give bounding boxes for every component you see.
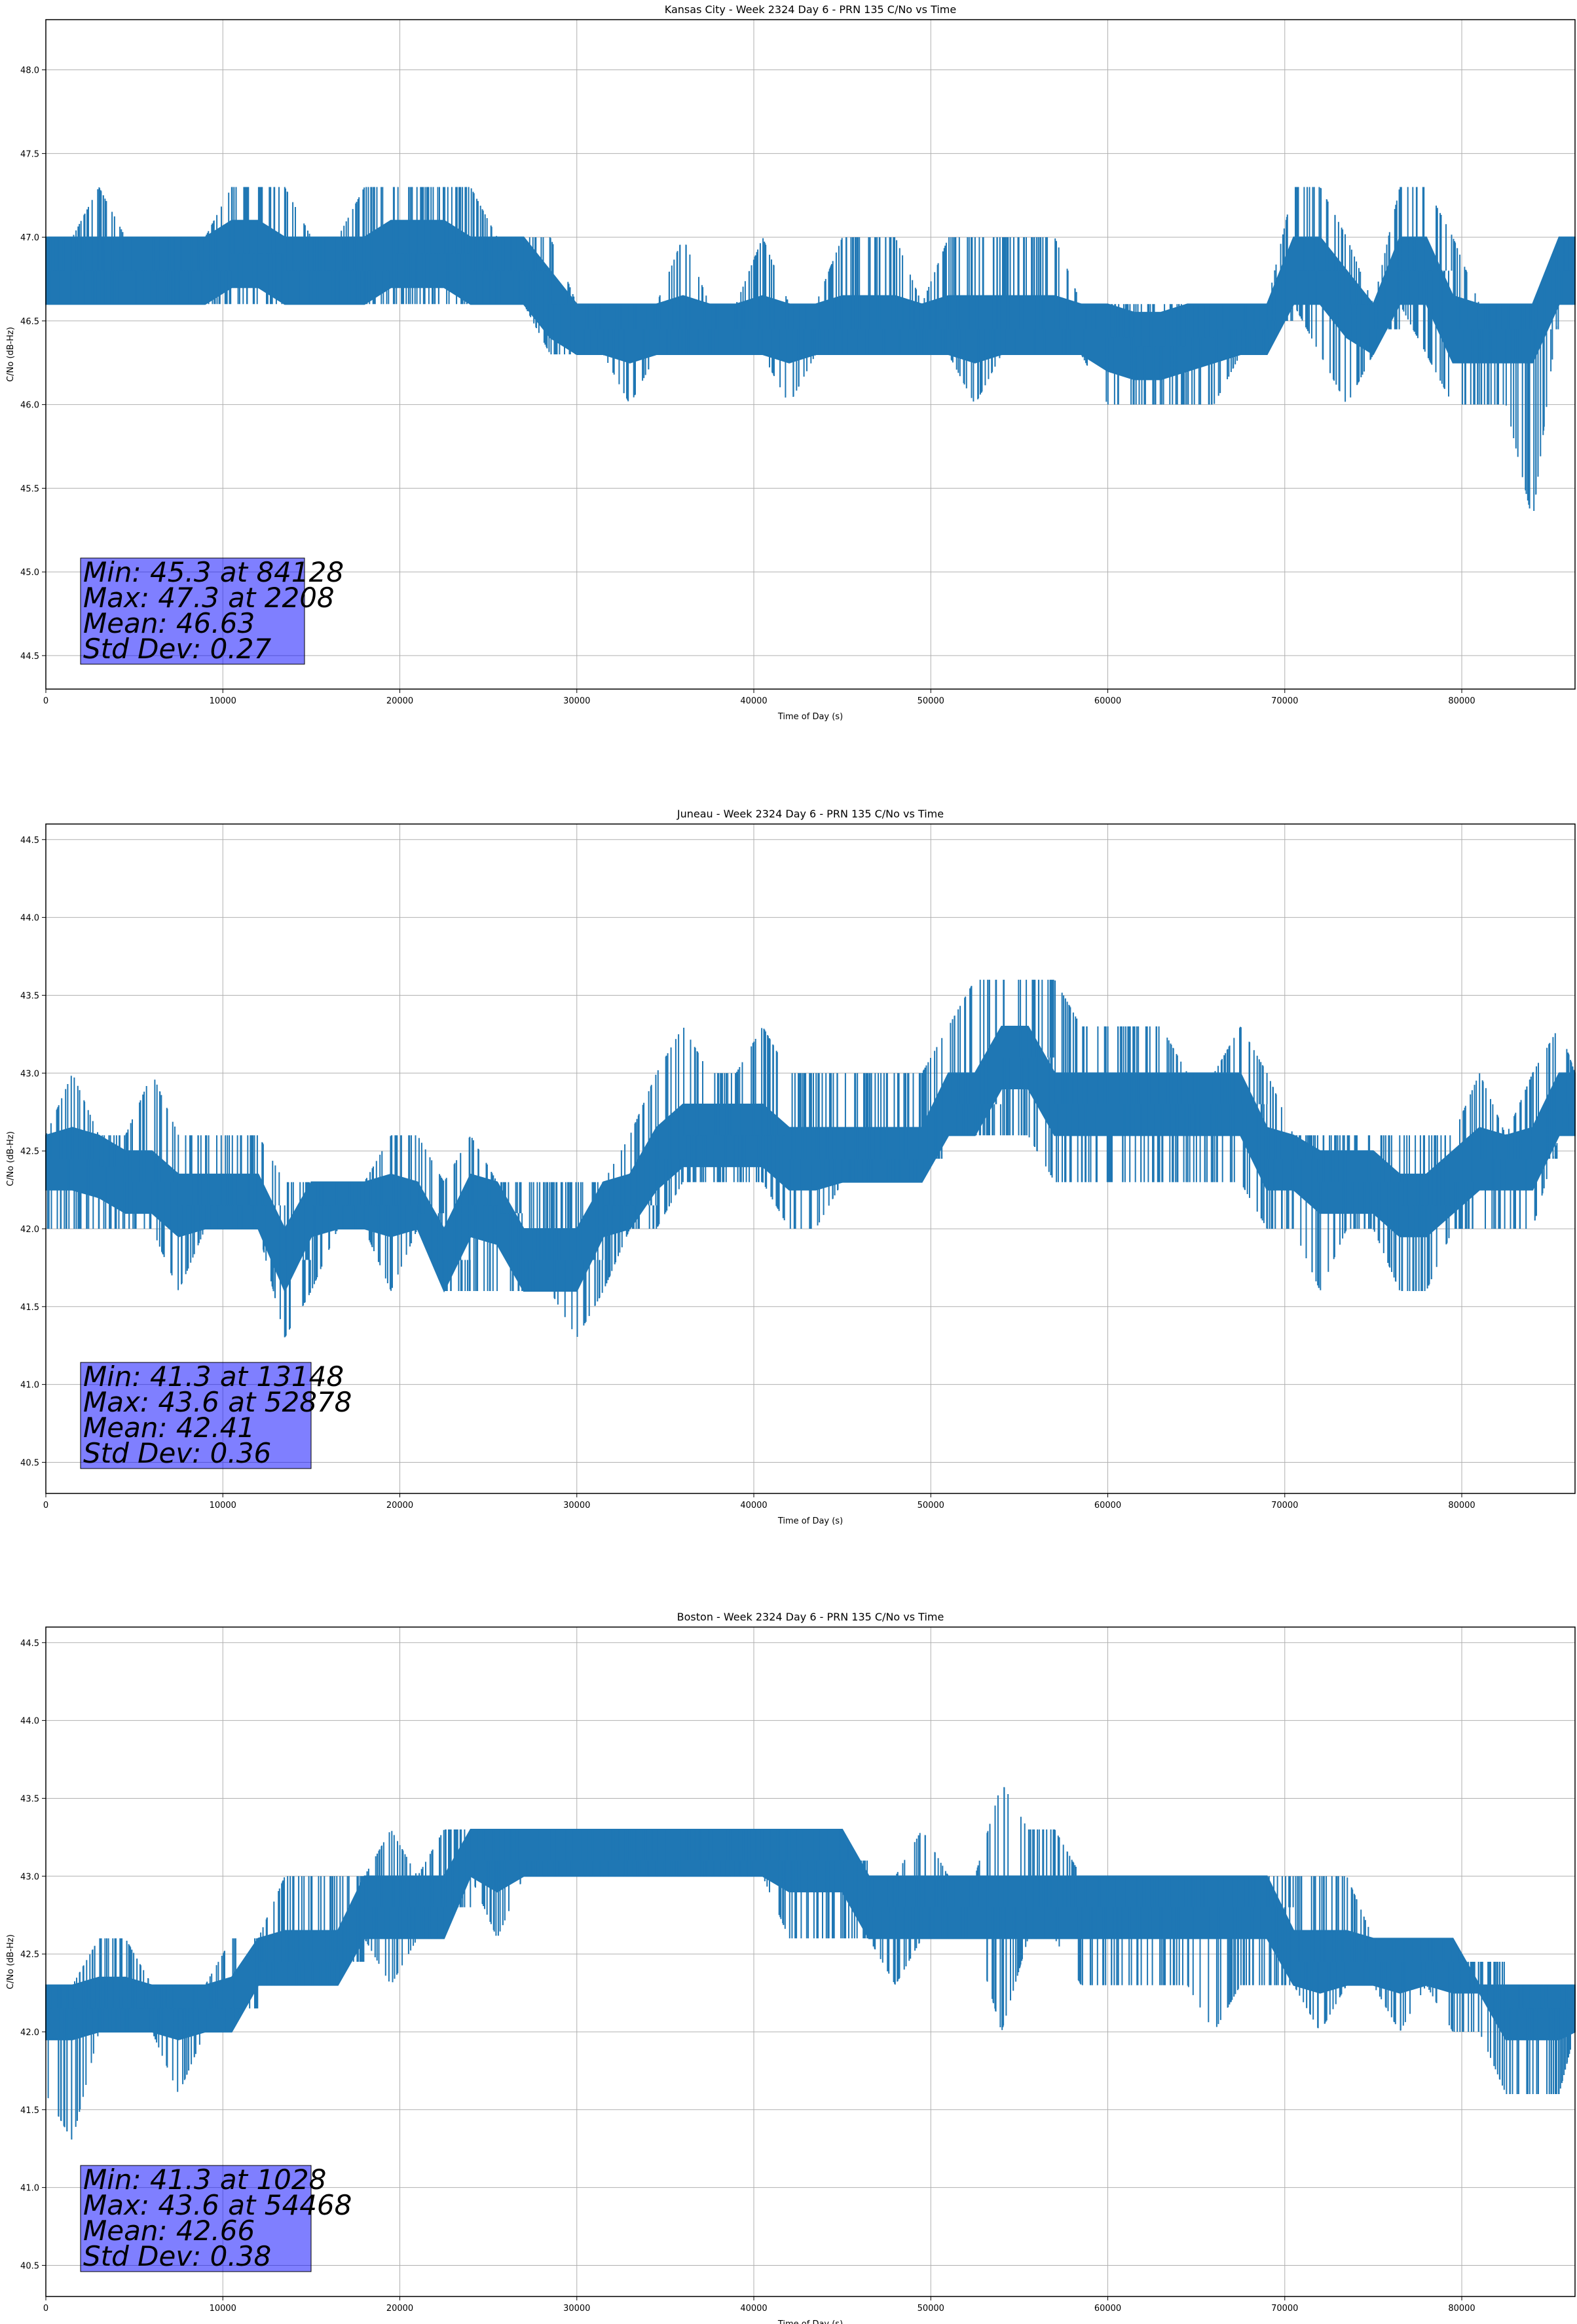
ytick-label-7: 44.0 <box>20 914 39 924</box>
xtick-label-5: 50000 <box>918 2304 944 2314</box>
x-axis-label: Time of Day (s) <box>777 2319 843 2324</box>
xtick-label-6: 60000 <box>1094 2304 1121 2314</box>
ytick-label-6: 47.5 <box>20 149 39 159</box>
xtick-label-4: 40000 <box>740 1501 767 1510</box>
series-band-kansas-city <box>45 187 1576 511</box>
chart-title: Juneau - Week 2324 Day 6 - PRN 135 C/No … <box>677 808 944 820</box>
stats-box <box>80 1362 312 1469</box>
xtick-label-2: 20000 <box>386 1501 413 1510</box>
xtick-label-2: 20000 <box>386 2304 413 2314</box>
ytick-label-3: 42.0 <box>20 1225 39 1235</box>
stats-line-0: Min: 41.3 at 1028 <box>83 2164 326 2196</box>
axes-frame <box>45 823 1576 1494</box>
xtick-label-1: 10000 <box>210 696 236 706</box>
stats-box <box>80 2165 312 2272</box>
ytick-label-3: 46.0 <box>20 401 39 411</box>
stats-line-3: Std Dev: 0.36 <box>83 1437 271 1469</box>
xtick-label-1: 10000 <box>210 2304 236 2314</box>
series-band-juneau <box>45 979 1576 1338</box>
ytick-label-5: 43.0 <box>20 1872 39 1882</box>
xtick-label-0: 0 <box>43 696 48 706</box>
stats-box <box>80 557 305 665</box>
stats-line-2: Mean: 42.66 <box>83 2215 255 2247</box>
axes-frame <box>45 1626 1576 2297</box>
ytick-label-1: 41.0 <box>20 1381 39 1391</box>
xtick-label-0: 0 <box>43 1501 48 1510</box>
stats-line-3: Std Dev: 0.38 <box>83 2240 271 2272</box>
chart-kansas-city: 0 10000 20000 30000 40000 50000 60000 70000 8000… <box>6 3 1576 722</box>
xtick-label-5: 50000 <box>918 1501 944 1510</box>
xtick-label-4: 40000 <box>740 2304 767 2314</box>
band-area <box>45 1828 1576 2040</box>
xtick-label-8: 80000 <box>1448 696 1475 706</box>
xtick-label-6: 60000 <box>1094 1501 1121 1510</box>
ytick-label-3: 42.0 <box>20 2028 39 2038</box>
chart-juneau: 0 10000 20000 30000 40000 50000 60000 70000 8000… <box>6 808 1576 1526</box>
xtick-label-0: 0 <box>43 2304 48 2314</box>
ytick-label-1: 45.0 <box>20 568 39 578</box>
y-axis-label: C/No (dB-Hz) <box>6 327 16 382</box>
ytick-label-0: 44.5 <box>20 652 39 662</box>
ytick-label-5: 47.0 <box>20 233 39 243</box>
ytick-label-4: 42.5 <box>20 1950 39 1960</box>
ytick-label-8: 44.5 <box>20 836 39 846</box>
xtick-label-7: 70000 <box>1271 696 1298 706</box>
ytick-label-2: 41.5 <box>20 1303 39 1313</box>
ytick-label-8: 44.5 <box>20 1639 39 1649</box>
xtick-label-3: 30000 <box>563 696 590 706</box>
stats-line-1: Max: 43.6 at 54468 <box>83 2189 352 2221</box>
ytick-label-4: 42.5 <box>20 1147 39 1157</box>
band-spikes <box>46 1787 1576 2140</box>
xtick-label-1: 10000 <box>210 1501 236 1510</box>
y-axis-label: C/No (dB-Hz) <box>6 1934 16 1989</box>
xtick-label-4: 40000 <box>740 696 767 706</box>
xtick-label-5: 50000 <box>918 696 944 706</box>
xtick-label-7: 70000 <box>1271 1501 1298 1510</box>
stats-line-1: Max: 47.3 at 2208 <box>83 582 335 614</box>
stats-line-0: Min: 45.3 at 84128 <box>83 556 344 588</box>
stats-line-3: Std Dev: 0.27 <box>83 633 271 665</box>
stats-line-0: Min: 41.3 at 13148 <box>83 1360 344 1393</box>
x-axis-label: Time of Day (s) <box>777 1516 843 1526</box>
stats-line-2: Mean: 42.41 <box>83 1412 255 1444</box>
xtick-label-3: 30000 <box>563 1501 590 1510</box>
xtick-label-7: 70000 <box>1271 2304 1298 2314</box>
ytick-label-2: 45.5 <box>20 484 39 494</box>
series-band-boston <box>45 1787 1576 2140</box>
ytick-label-6: 43.5 <box>20 991 39 1001</box>
xtick-label-2: 20000 <box>386 696 413 706</box>
stats-line-1: Max: 43.6 at 52878 <box>83 1386 352 1418</box>
band-spikes <box>47 187 1576 511</box>
ytick-label-0: 40.5 <box>20 2261 39 2271</box>
chart-title: Kansas City - Week 2324 Day 6 - PRN 135 … <box>665 3 956 16</box>
ytick-label-7: 44.0 <box>20 1717 39 1727</box>
ytick-label-4: 46.5 <box>20 317 39 327</box>
ytick-label-0: 40.5 <box>20 1458 39 1468</box>
ytick-label-1: 41.0 <box>20 2184 39 2194</box>
xtick-label-8: 80000 <box>1448 2304 1475 2314</box>
chart-boston: 0 10000 20000 30000 40000 50000 60000 70000 8000… <box>6 1611 1576 2324</box>
xtick-label-6: 60000 <box>1094 696 1121 706</box>
y-axis-label: C/No (dB-Hz) <box>6 1131 16 1186</box>
axes-frame <box>45 19 1576 690</box>
xtick-label-3: 30000 <box>563 2304 590 2314</box>
x-axis-label: Time of Day (s) <box>777 712 843 722</box>
ytick-label-5: 43.0 <box>20 1069 39 1079</box>
chart-title: Boston - Week 2324 Day 6 - PRN 135 C/No … <box>677 1611 944 1623</box>
stats-line-2: Mean: 46.63 <box>83 607 255 639</box>
xtick-label-8: 80000 <box>1448 1501 1475 1510</box>
ytick-label-7: 48.0 <box>20 66 39 76</box>
ytick-label-2: 41.5 <box>20 2106 39 2116</box>
ytick-label-6: 43.5 <box>20 1794 39 1804</box>
